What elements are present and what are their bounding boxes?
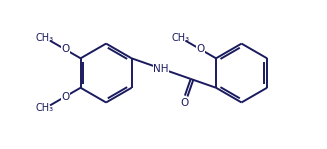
Text: O: O — [197, 44, 205, 55]
Text: CH₃: CH₃ — [36, 33, 54, 43]
Text: CH₃: CH₃ — [36, 103, 54, 113]
Text: O: O — [61, 92, 69, 102]
Text: O: O — [181, 98, 189, 108]
Text: CH₃: CH₃ — [171, 33, 189, 43]
Text: NH: NH — [153, 64, 169, 74]
Text: O: O — [61, 44, 69, 55]
